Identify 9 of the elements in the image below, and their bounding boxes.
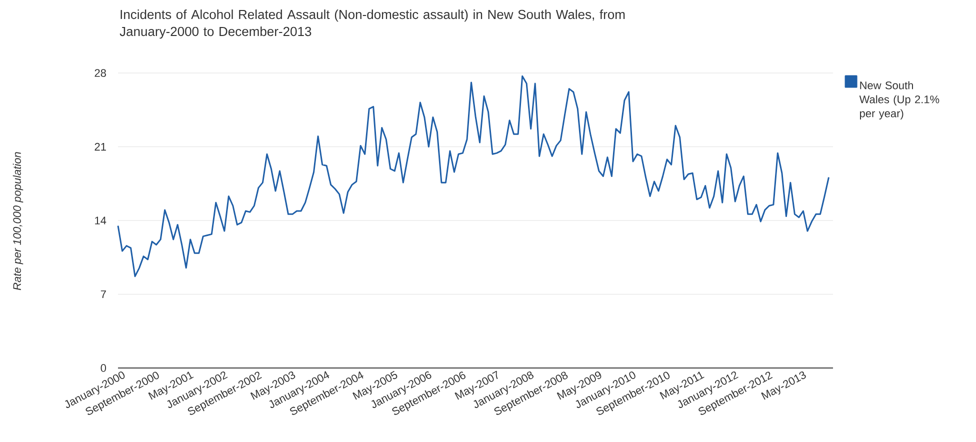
y-axis-title: Rate per 100,000 population — [12, 152, 24, 290]
y-tick-label: 21 — [94, 142, 106, 151]
line-series — [117, 75, 830, 278]
y-tick-label: 7 — [100, 290, 106, 298]
legend-label: New South Wales (Up 2.1% per year) — [859, 81, 940, 120]
y-tick-label: 0 — [100, 364, 106, 372]
y-tick-label: 28 — [94, 69, 106, 77]
y-tick-label: 14 — [95, 216, 106, 224]
chart-title: Incidents of Alcohol Related Assault (Non-domestic assault) in New South Wales, from January-2000 to December-2013 — [120, 10, 625, 39]
